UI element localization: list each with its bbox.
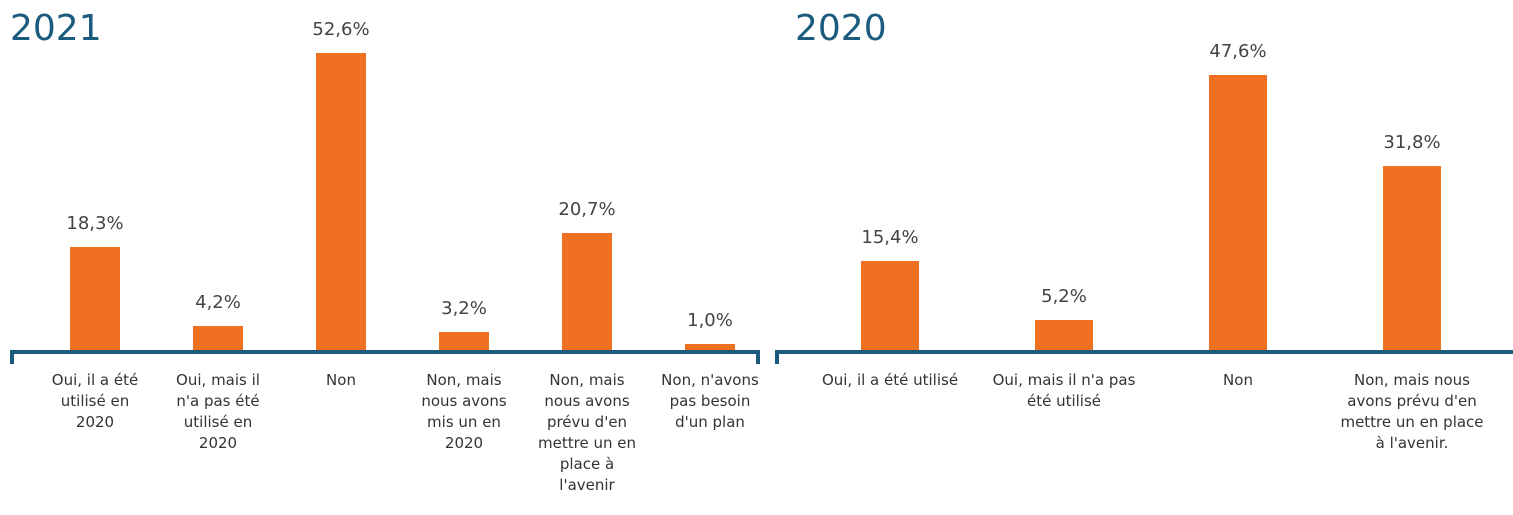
value-label: 52,6%: [312, 18, 370, 40]
bar: [685, 344, 735, 350]
bar: [861, 260, 919, 350]
chart-title: 2020: [795, 8, 887, 49]
value-label: 5,2%: [1041, 285, 1087, 307]
category-label: Oui, il a été utilisé: [821, 371, 959, 389]
category-label: Non, n'avons pas besoin d'un plan: [661, 371, 759, 431]
category-label: Non: [326, 371, 356, 389]
category-label: Oui, il a été utilisé en 2020: [51, 371, 139, 431]
value-label: 1,0%: [687, 310, 733, 332]
axis-end: [756, 352, 760, 364]
bar: [70, 246, 120, 350]
bar: [1209, 74, 1267, 350]
bar: [316, 52, 366, 350]
value-label: 31,8%: [1383, 132, 1441, 154]
bar: [1383, 166, 1441, 350]
bar: [439, 331, 489, 350]
bar: [562, 233, 612, 350]
value-label: 47,6%: [1209, 40, 1267, 62]
value-label: 20,7%: [558, 199, 616, 221]
value-label: 4,2%: [195, 292, 241, 314]
axis-end: [10, 352, 14, 364]
value-label: 3,2%: [441, 297, 487, 319]
axis-end: [775, 352, 779, 364]
axis-line: [775, 350, 1513, 354]
category-label: Non, mais nous avons prévu d'en mettre u…: [538, 371, 636, 494]
category-label: Non: [1223, 371, 1253, 389]
bar: [193, 326, 243, 350]
category-label: Oui, mais il n'a pas été utilisé: [992, 371, 1136, 410]
category-label: Non, mais nous avons prévu d'en mettre u…: [1340, 371, 1484, 452]
bar: [1035, 319, 1093, 350]
value-label: 15,4%: [861, 226, 919, 248]
axis-line: [10, 350, 760, 354]
category-label: Oui, mais il n'a pas été utilisé en 2020: [176, 371, 260, 452]
chart-title: 2021: [10, 8, 102, 49]
value-label: 18,3%: [66, 212, 124, 234]
category-label: Non, mais nous avons mis un en 2020: [421, 371, 507, 452]
